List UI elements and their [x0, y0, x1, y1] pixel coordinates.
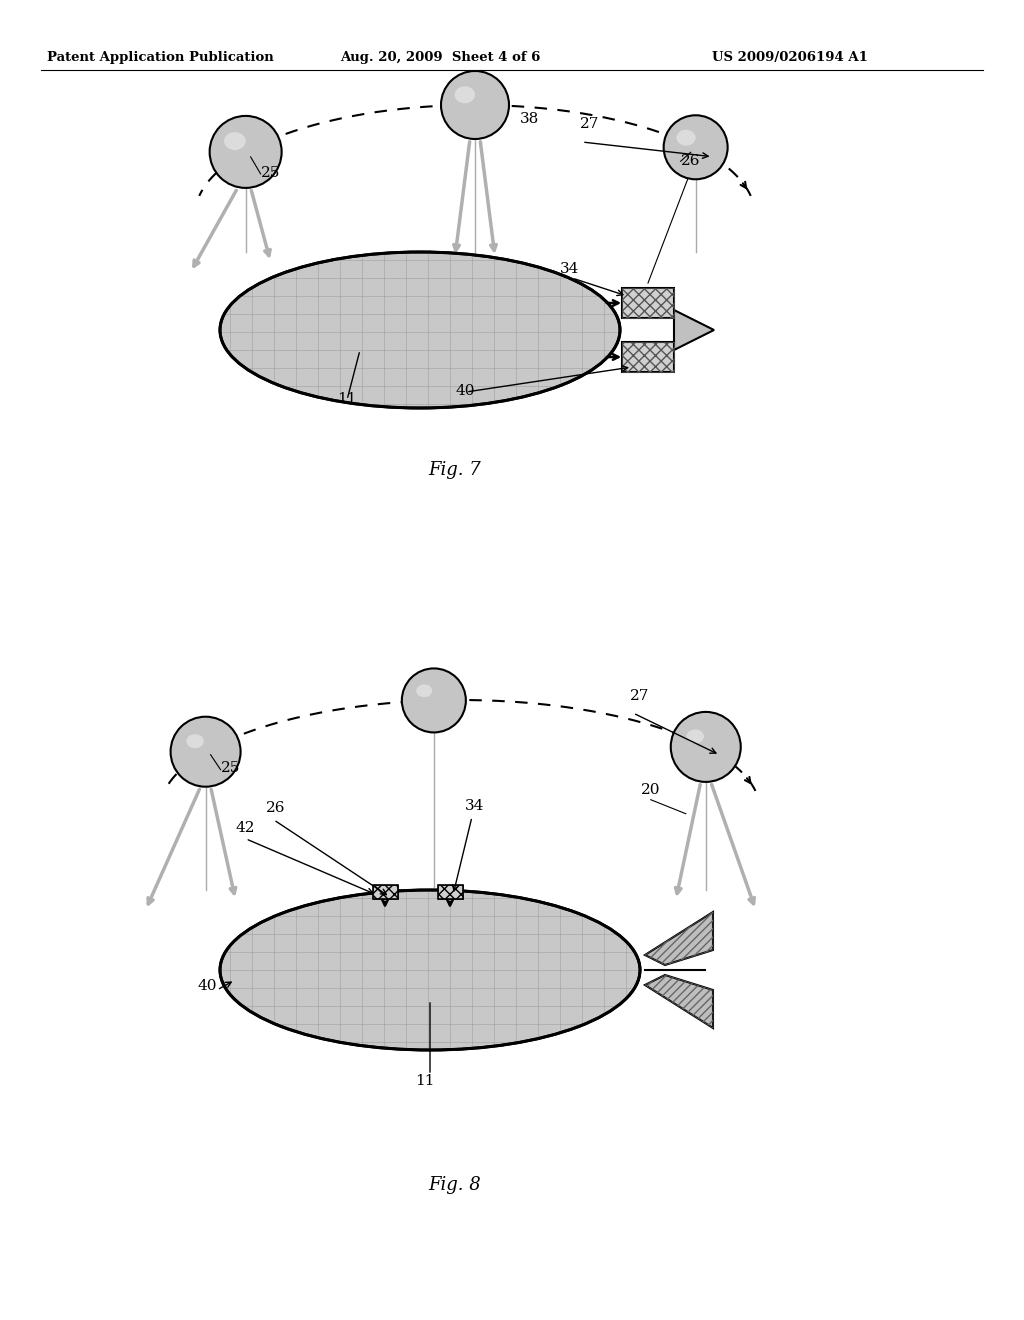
Bar [373, 884, 398, 899]
Ellipse shape [220, 890, 640, 1049]
Text: Aug. 20, 2009  Sheet 4 of 6: Aug. 20, 2009 Sheet 4 of 6 [340, 50, 541, 63]
Text: 38: 38 [520, 112, 540, 125]
Text: Fig. 7: Fig. 7 [429, 461, 481, 479]
Ellipse shape [441, 71, 509, 139]
Polygon shape [645, 912, 713, 965]
Ellipse shape [220, 252, 620, 408]
Ellipse shape [210, 116, 282, 187]
Ellipse shape [677, 129, 695, 145]
Ellipse shape [455, 86, 475, 103]
Polygon shape [674, 310, 714, 350]
Ellipse shape [664, 115, 728, 180]
Text: 20: 20 [641, 783, 660, 797]
Text: 26: 26 [265, 801, 285, 814]
Bar [373, 884, 398, 899]
Bar [438, 884, 463, 899]
FancyBboxPatch shape [622, 288, 674, 318]
Bar [438, 884, 463, 899]
Text: 42: 42 [236, 821, 255, 834]
Ellipse shape [401, 668, 466, 733]
Text: 11: 11 [337, 392, 356, 407]
Text: 40: 40 [455, 384, 474, 399]
Ellipse shape [186, 734, 204, 748]
Text: Patent Application Publication: Patent Application Publication [47, 50, 273, 63]
Ellipse shape [686, 730, 703, 743]
Text: 25: 25 [261, 166, 280, 180]
Text: 40: 40 [198, 979, 217, 993]
Text: US 2009/0206194 A1: US 2009/0206194 A1 [712, 50, 868, 63]
Ellipse shape [416, 684, 432, 697]
Text: 11: 11 [416, 1074, 435, 1088]
Text: 34: 34 [465, 799, 484, 813]
Ellipse shape [224, 132, 246, 150]
Text: 27: 27 [580, 117, 599, 131]
Ellipse shape [671, 711, 740, 781]
Text: 34: 34 [560, 261, 580, 276]
Polygon shape [645, 975, 713, 1028]
FancyBboxPatch shape [622, 342, 674, 372]
Ellipse shape [171, 717, 241, 787]
Text: 26: 26 [681, 154, 700, 168]
Text: 25: 25 [220, 760, 240, 775]
Text: 27: 27 [630, 689, 649, 704]
Text: Fig. 8: Fig. 8 [429, 1176, 481, 1195]
